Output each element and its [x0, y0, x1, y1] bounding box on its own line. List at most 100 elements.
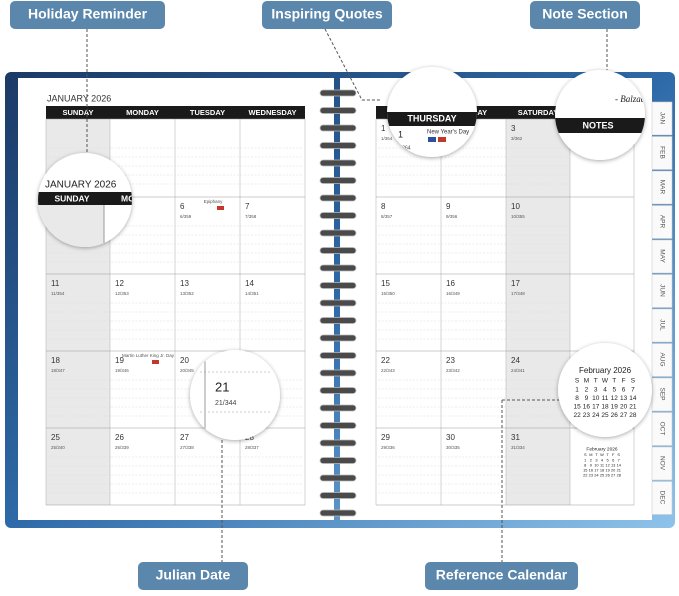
mini-day: 10 [594, 463, 599, 468]
mini-day: 21 [617, 468, 621, 473]
month-title: JANUARY 2026 [47, 93, 111, 103]
mini-day: 5 [606, 457, 608, 462]
month-tab-label: JUL [658, 319, 665, 331]
month-tab [651, 274, 673, 308]
mini-day: 13 [620, 395, 628, 402]
julian-date: 21/344 [215, 400, 237, 407]
date-number: 3 [511, 124, 516, 133]
magnifier-content: JANUARY 2026 SUNDAY MON [38, 180, 132, 247]
julian-date: 13/352 [180, 291, 194, 296]
julian-date: 28/337 [245, 445, 259, 450]
header-bar [555, 118, 645, 133]
mini-day: 9 [585, 395, 589, 402]
julian-date: 25/340 [51, 445, 65, 450]
spiral-ring [319, 474, 357, 482]
mini-day: 14 [617, 463, 622, 468]
holiday-name: Martin Luther King Jr. Day [122, 353, 175, 358]
mini-weekday: M [589, 452, 592, 457]
mini-day: 12 [611, 395, 619, 402]
header-bar [387, 112, 477, 126]
month-tab-label: JUN [658, 284, 665, 297]
date-number: 29 [381, 433, 390, 442]
flag-icon [438, 137, 446, 142]
mini-day: 28 [629, 412, 637, 419]
date-number: 6 [180, 202, 185, 211]
mini-weekday: S [617, 452, 620, 457]
mini-day: 20 [611, 468, 616, 473]
spiral-ring [319, 142, 357, 149]
mini-day: 24 [592, 412, 600, 419]
notes-header: NOTES [582, 120, 613, 130]
mini-day: 6 [612, 457, 614, 462]
mini-weekday: T [594, 378, 598, 385]
month-tab-label: MAR [658, 180, 665, 195]
month-tab [651, 170, 673, 205]
month-tab [651, 343, 673, 377]
mini-weekday: W [600, 452, 604, 457]
date-number: 25 [51, 433, 60, 442]
mini-calendar-title: February 2026 [586, 446, 618, 452]
callout-label: Reference Calendar [436, 567, 568, 583]
month-tab [651, 481, 673, 515]
magnifier [190, 350, 280, 440]
julian-date: 24/341 [511, 368, 525, 373]
mini-weekday: F [612, 452, 615, 457]
month-tab-label: JAN [658, 112, 665, 125]
callout-leader [324, 28, 380, 101]
date-number: 1 [381, 124, 386, 133]
mini-weekday: T [606, 452, 609, 457]
spiral-ring [319, 124, 357, 132]
spiral-binding [319, 89, 357, 517]
mini-weekday: W [602, 378, 609, 385]
date-number: 24 [511, 356, 520, 365]
mini-weekday: S [631, 378, 636, 385]
weekend-column [506, 119, 570, 505]
spiral-ring [319, 229, 357, 237]
spiral-ring [319, 89, 357, 97]
julian-date: 9/356 [446, 214, 458, 219]
mini-day: 8 [575, 395, 579, 402]
mini-weekday: T [612, 378, 616, 385]
mini-day: 27 [611, 473, 615, 478]
date-number: 18 [51, 356, 60, 365]
callout-box [425, 562, 578, 590]
mini-day: 10 [592, 395, 600, 402]
month-tab-label: FEB [658, 146, 665, 159]
mini-day: 12 [605, 463, 609, 468]
callout-label: Julian Date [156, 567, 231, 583]
mini-day: 17 [592, 404, 600, 411]
month-tab [651, 136, 673, 170]
spiral-ring [319, 282, 357, 289]
spiral-ring [319, 159, 357, 167]
month-tab [651, 308, 673, 343]
month-tab [651, 101, 673, 136]
julian-date: 18/347 [51, 368, 65, 373]
mini-day: 3 [594, 387, 598, 394]
julian-date: 8/357 [381, 214, 393, 219]
spiral-ring [319, 492, 357, 499]
mini-day: 1 [575, 387, 579, 394]
spiral-ring [319, 369, 357, 377]
mini-day: 13 [611, 463, 615, 468]
spiral-ring [319, 264, 357, 272]
flag-icon [428, 137, 436, 142]
day-header: THURSDAY [407, 113, 456, 123]
month-title: JANUARY 2026 [45, 180, 117, 191]
date-number: 19 [115, 356, 124, 365]
date-number: 27 [180, 433, 189, 442]
mini-day: 25 [600, 473, 604, 478]
date-number: 13 [180, 279, 189, 288]
date-number: 16 [446, 279, 455, 288]
mini-day: 14 [629, 395, 637, 402]
julian-date: 29/336 [381, 445, 395, 450]
date-number: 22 [381, 356, 390, 365]
julian-date: 20/345 [180, 368, 194, 373]
mini-day: 17 [594, 468, 598, 473]
callout-box [530, 1, 640, 29]
mini-day: 15 [583, 468, 587, 473]
month-tab-label: AUG [658, 352, 665, 366]
julian-date: 26/339 [115, 445, 129, 450]
month-tab [651, 412, 673, 446]
header-bar [38, 192, 132, 205]
date-number: 1 [398, 129, 403, 139]
